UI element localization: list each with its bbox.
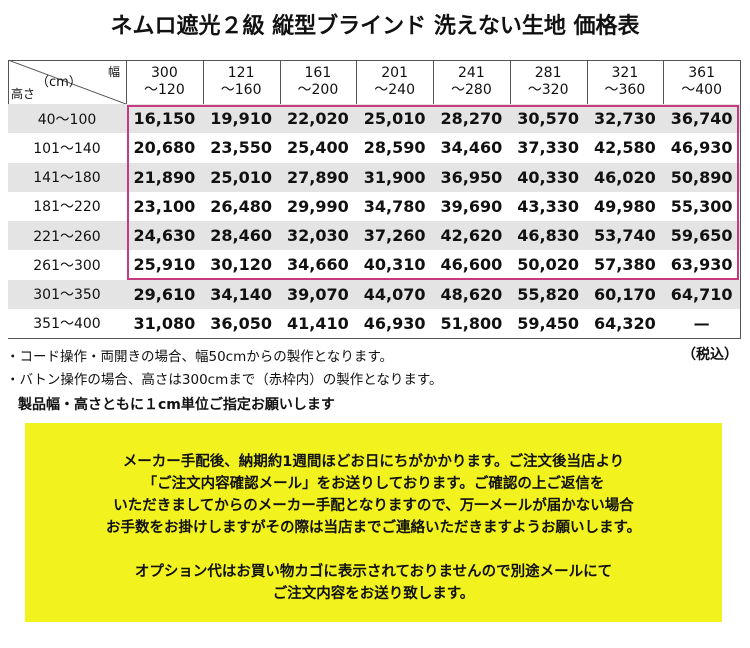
note: ・バトン操作の場合、高さは300cmまで（赤枠内）の製作となります。	[6, 372, 443, 388]
header-line: 361	[688, 65, 715, 81]
column-header: 361 ～400	[663, 60, 741, 105]
price-cell: 26,480	[202, 191, 281, 222]
price-cell: 36,050	[202, 308, 281, 339]
price-cell: 19,910	[202, 104, 281, 135]
price-cell: 36,740	[663, 104, 741, 135]
notice-line: 「ご注文内容確認メール」をお送りしております。ご確認の上ご返信を	[142, 476, 605, 492]
column-header: 161 ～200	[279, 60, 358, 105]
notice-line: いただきましてからのメーカー手配となりますので、万一メールが届かない場合	[113, 498, 634, 514]
corner-diagonal	[8, 60, 126, 104]
price-cell: 46,930	[356, 308, 434, 339]
notice-box: メーカー手配後、納期約1週間ほどお日にちがかかります。ご注文後当店より 「ご注文内…	[25, 423, 722, 622]
notice-line: オプション代はお買い物カゴに表示されておりませんので別途メールにて	[134, 564, 613, 580]
row-label: 351～400	[8, 308, 127, 339]
price-cell: 51,800	[433, 308, 511, 339]
title: ネムロ遮光２級 縦型ブラインド 洗えない生地 価格表	[110, 14, 640, 39]
price-cell: 28,460	[202, 221, 281, 252]
header-line: 321	[611, 65, 639, 81]
notice-line: お手数をお掛けしますがその際は当店までご連絡いただきますようお願いします。	[105, 520, 642, 536]
price-cell: 44,070	[356, 279, 434, 310]
tax-note: （税込）	[682, 347, 738, 363]
header-line: ～120	[144, 82, 185, 98]
price-cell: 48,620	[433, 279, 511, 310]
column-header: 241 ～280	[433, 60, 511, 105]
baton-limit-frame	[127, 105, 739, 280]
header-line: ～280	[451, 82, 492, 98]
price-cell: 29,610	[126, 279, 204, 310]
header-line: ～400	[681, 82, 722, 98]
emphasis: 製品幅・高さともに１cm単位ご指定お願いします	[18, 397, 335, 413]
price-cell: 39,690	[433, 191, 511, 222]
price-cell: 32,730	[586, 104, 665, 135]
price-cell: 16,150	[126, 104, 204, 135]
price-cell: 34,780	[356, 191, 434, 222]
price-cell: 60,170	[586, 279, 665, 310]
price-cell: 28,590	[356, 133, 434, 164]
header-line: ～320	[527, 82, 569, 98]
header-line: 201	[381, 65, 408, 81]
width-label: 幅	[107, 65, 120, 79]
price-cell: 20,680	[126, 133, 204, 164]
column-header: 121 ～160	[202, 60, 281, 105]
corner-cell: 幅 （cm） 高さ	[8, 60, 127, 105]
price-cell: 25,910	[126, 250, 204, 281]
price-cell: 31,080	[126, 308, 204, 339]
row-label: 101～140	[8, 133, 127, 164]
row-label: 141～180	[8, 162, 127, 193]
price-cell: 64,710	[663, 279, 741, 310]
price-cell: 39,070	[279, 279, 358, 310]
price-cell: 50,890	[663, 162, 741, 193]
price-cell: 40,310	[356, 250, 434, 281]
price-cell: 63,930	[663, 250, 741, 281]
header-line: 121	[227, 65, 255, 81]
price-cell: 24,630	[126, 221, 204, 252]
price-cell: 46,020	[586, 162, 665, 193]
column-header: 281 ～320	[509, 60, 588, 105]
header-line: ～160	[220, 82, 262, 98]
price-cell: 50,020	[509, 250, 588, 281]
price-cell: 34,460	[433, 133, 511, 164]
price-cell: 25,010	[356, 104, 434, 135]
notice-line: メーカー手配後、納期約1週間ほどお日にちがかかります。ご注文後当店より	[122, 454, 625, 470]
column-header: 201 ～240	[356, 60, 434, 105]
header-line: 161	[304, 65, 332, 81]
price-cell: 64,320	[586, 308, 665, 339]
price-cell: 42,580	[586, 133, 665, 164]
header-line: 281	[534, 65, 562, 81]
column-header: 321 ～360	[586, 60, 665, 105]
price-cell: 59,450	[509, 308, 588, 339]
row-label: 181～220	[8, 191, 127, 222]
price-cell: 43,330	[509, 191, 588, 222]
row-label: 301～350	[8, 279, 127, 310]
price-cell: 22,020	[279, 104, 358, 135]
price-cell: 41,410	[279, 308, 358, 339]
header-line: ～360	[604, 82, 646, 98]
row-label: 261～300	[8, 250, 127, 281]
price-cell: 55,820	[509, 279, 588, 310]
price-cell: —	[663, 308, 741, 339]
price-cell: 27,890	[279, 162, 358, 193]
header-line: ～200	[297, 82, 339, 98]
column-header: 300 ～120	[126, 60, 204, 105]
price-cell: 34,140	[202, 279, 281, 310]
unit-label: （cm）	[36, 75, 82, 90]
header-line: ～240	[374, 82, 415, 98]
note: ・コード操作・両開きの場合、幅50cmからの製作となります。	[6, 349, 393, 365]
height-label: 高さ	[11, 87, 36, 101]
price-cell: 37,260	[356, 221, 434, 252]
price-cell: 46,930	[663, 133, 741, 164]
price-cell: 29,990	[279, 191, 358, 222]
notice-line: ご注文内容をお送り致します。	[272, 586, 475, 602]
row-label: 40～100	[8, 104, 127, 135]
header-line: 300	[151, 65, 178, 81]
price-cell: 53,740	[586, 221, 665, 252]
row-label: 221～260	[8, 221, 127, 252]
price-cell: 37,330	[509, 133, 588, 164]
price-cell: 57,380	[586, 250, 665, 281]
header-line: 241	[458, 65, 485, 81]
price-cell: 40,330	[509, 162, 588, 193]
